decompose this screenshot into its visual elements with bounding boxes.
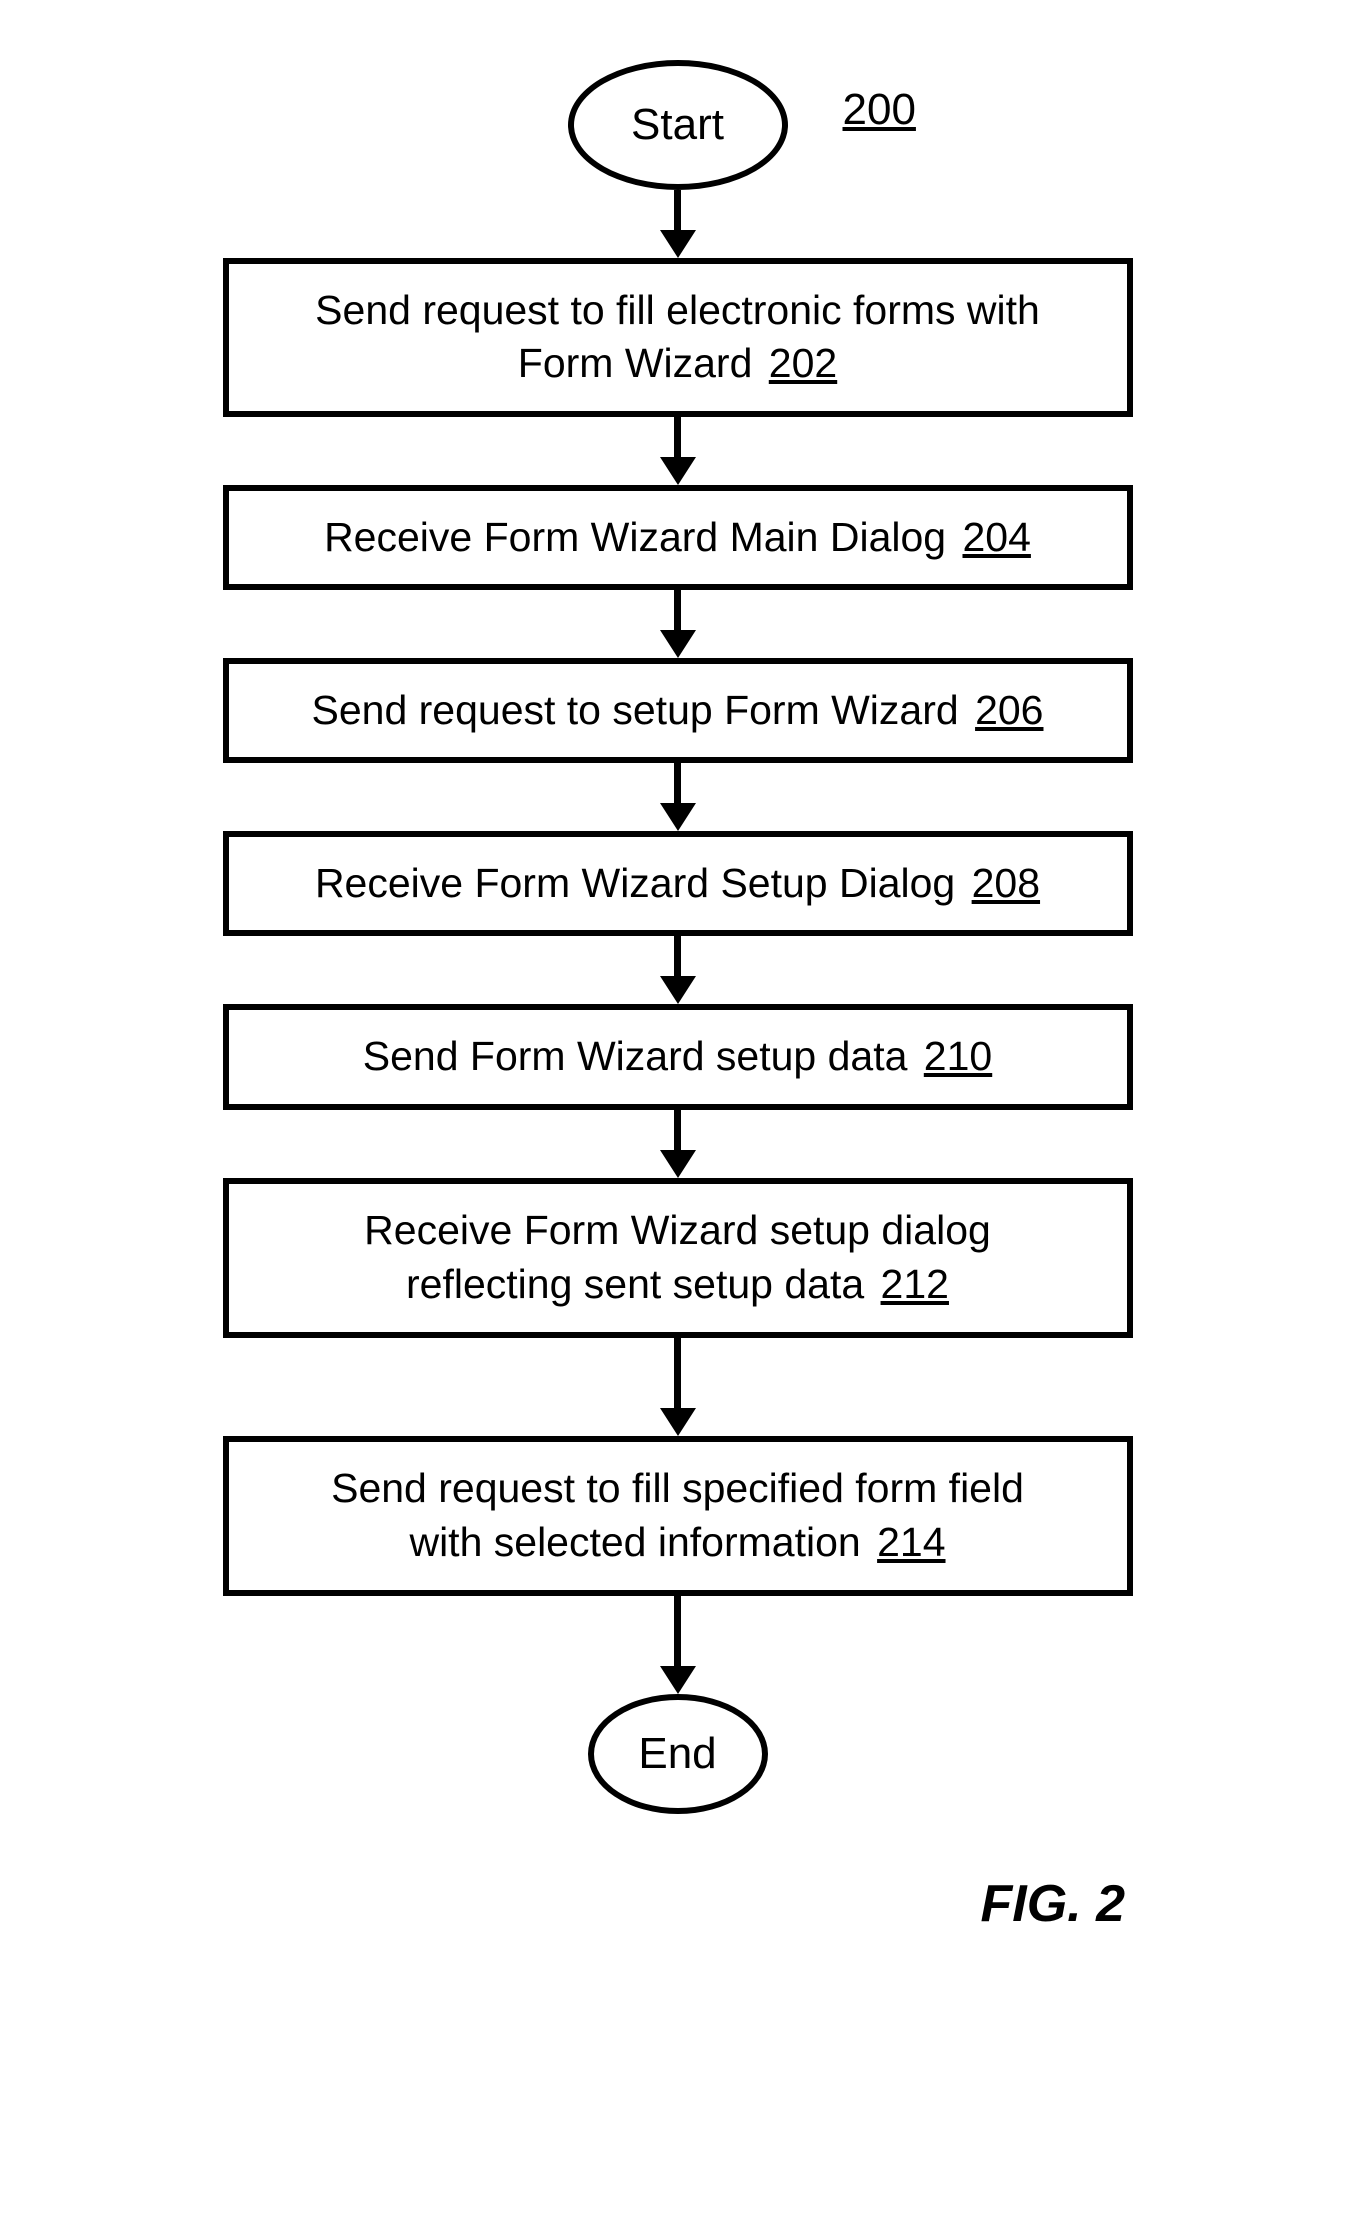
arrow-shaft (674, 590, 681, 630)
process-text: Send request to setup Form Wizard (312, 687, 959, 733)
process-text: Send request to fill electronic forms wi… (315, 287, 1040, 333)
process-step-204: Receive Form Wizard Main Dialog 204 (223, 485, 1133, 590)
arrow (223, 1596, 1133, 1694)
process-text-line: Send request to fill specified form fiel… (331, 1462, 1024, 1515)
process-step-210: Send Form Wizard setup data 210 (223, 1004, 1133, 1109)
end-label: End (638, 1729, 716, 1779)
arrow (223, 1338, 1133, 1436)
process-text-line: reflecting sent setup data 212 (406, 1258, 949, 1311)
step-ref-label: 210 (924, 1033, 992, 1079)
arrow (660, 190, 696, 258)
process-text-line: Form Wizard 202 (518, 337, 837, 390)
process-step-208: Receive Form Wizard Setup Dialog 208 (223, 831, 1133, 936)
process-text: Form Wizard (518, 340, 753, 386)
arrow-head-icon (660, 1666, 696, 1694)
process-text-line: with selected information 214 (409, 1516, 945, 1569)
arrow (223, 1110, 1133, 1178)
arrow-head-icon (660, 976, 696, 1004)
step-ref-label: 204 (962, 514, 1030, 560)
arrow (223, 936, 1133, 1004)
flowchart-container: Start 200 Send request to fill electroni… (0, 60, 1355, 1934)
arrow-head-icon (660, 1150, 696, 1178)
process-step-214: Send request to fill specified form fiel… (223, 1436, 1133, 1596)
step-ref-label: 214 (877, 1519, 945, 1565)
steps-container: Send request to fill electronic forms wi… (223, 258, 1133, 1694)
arrow-head-icon (660, 1408, 696, 1436)
process-text: Receive Form Wizard Main Dialog (324, 514, 946, 560)
process-text-line: Receive Form Wizard Setup Dialog 208 (315, 857, 1040, 910)
process-text-line: Receive Form Wizard Main Dialog 204 (324, 511, 1031, 564)
start-terminal: Start (568, 60, 788, 190)
process-text: Send Form Wizard setup data (363, 1033, 908, 1079)
process-text: reflecting sent setup data (406, 1261, 864, 1307)
end-terminal: End (588, 1694, 768, 1814)
arrow (223, 763, 1133, 831)
step-ref-label: 208 (972, 860, 1040, 906)
process-text: Receive Form Wizard setup dialog (364, 1207, 991, 1253)
arrow-shaft (674, 190, 681, 230)
process-text: with selected information (409, 1519, 860, 1565)
end-row: End (0, 1694, 1355, 1814)
process-text-line: Receive Form Wizard setup dialog (364, 1204, 991, 1257)
figure-caption: FIG. 2 (0, 1874, 1355, 1934)
arrow-shaft (674, 1110, 681, 1150)
arrow (223, 417, 1133, 485)
process-step-202: Send request to fill electronic forms wi… (223, 258, 1133, 417)
step-ref-label: 202 (769, 340, 837, 386)
arrow-shaft (674, 417, 681, 457)
arrow-head-icon (660, 803, 696, 831)
process-text: Receive Form Wizard Setup Dialog (315, 860, 955, 906)
start-label: Start (631, 100, 724, 150)
arrow-head-icon (660, 630, 696, 658)
start-row: Start 200 (0, 60, 1355, 190)
process-step-206: Send request to setup Form Wizard 206 (223, 658, 1133, 763)
process-text-line: Send request to setup Form Wizard 206 (312, 684, 1044, 737)
arrow-shaft (674, 763, 681, 803)
diagram-ref-label: 200 (843, 85, 916, 135)
arrow-head-icon (660, 457, 696, 485)
step-ref-label: 212 (881, 1261, 949, 1307)
process-text: Send request to fill specified form fiel… (331, 1465, 1024, 1511)
arrow-shaft (674, 1338, 681, 1408)
process-text-line: Send Form Wizard setup data 210 (363, 1030, 992, 1083)
process-text-line: Send request to fill electronic forms wi… (315, 284, 1040, 337)
step-ref-label: 206 (975, 687, 1043, 733)
arrow-shaft (674, 936, 681, 976)
arrow (223, 590, 1133, 658)
process-step-212: Receive Form Wizard setup dialog reflecti… (223, 1178, 1133, 1338)
arrow-head-icon (660, 230, 696, 258)
arrow-shaft (674, 1596, 681, 1666)
